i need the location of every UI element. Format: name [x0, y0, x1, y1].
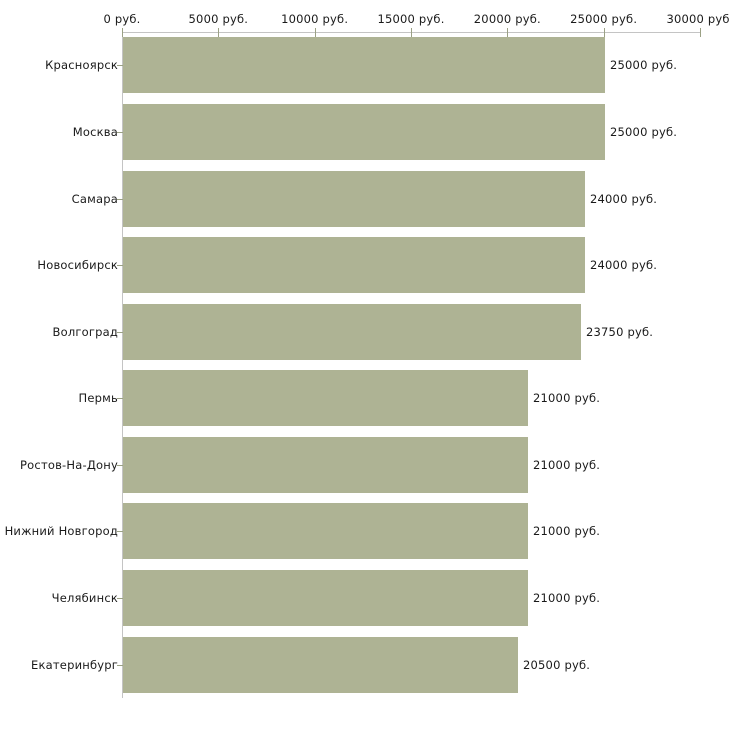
bar[interactable] [123, 237, 585, 293]
bar[interactable] [123, 37, 605, 93]
x-tick [218, 28, 220, 37]
y-tick [117, 465, 123, 466]
x-tick [603, 28, 605, 37]
bar[interactable] [123, 370, 528, 426]
bar[interactable] [123, 503, 528, 559]
category-label: Ростов-На-Дону [20, 458, 118, 472]
x-tick [507, 28, 509, 37]
category-label: Нижний Новгород [4, 524, 118, 538]
bar[interactable] [123, 637, 518, 693]
bar[interactable] [123, 104, 605, 160]
bar-value-label: 24000 руб. [590, 192, 658, 206]
x-tick-label: 30000 руб. [666, 12, 730, 26]
x-tick [122, 28, 123, 37]
x-tick-label: 10000 руб. [281, 12, 349, 26]
bar[interactable] [123, 171, 585, 227]
category-label: Красноярск [45, 58, 118, 72]
category-label: Пермь [78, 391, 118, 405]
bar-value-label: 25000 руб. [610, 125, 678, 139]
x-tick-label: 25000 руб. [570, 12, 638, 26]
x-tick-label: 20000 руб. [473, 12, 541, 26]
bar-value-label: 21000 руб. [533, 458, 601, 472]
y-tick [117, 398, 123, 399]
bar[interactable] [123, 304, 581, 360]
x-tick [700, 28, 701, 37]
bar[interactable] [123, 570, 528, 626]
bar[interactable] [123, 437, 528, 493]
bar-value-label: 21000 руб. [533, 591, 601, 605]
y-tick [117, 65, 123, 66]
bar-value-label: 23750 руб. [586, 325, 654, 339]
category-label: Волгоград [52, 325, 118, 339]
y-axis-line [122, 32, 123, 698]
x-tick [314, 28, 316, 37]
category-label: Челябинск [51, 591, 118, 605]
bar-value-label: 25000 руб. [610, 58, 678, 72]
category-label: Москва [72, 125, 118, 139]
y-tick [117, 332, 123, 333]
bar-value-label: 21000 руб. [533, 524, 601, 538]
y-tick [117, 665, 123, 666]
y-tick [117, 265, 123, 266]
x-tick-label: 15000 руб. [377, 12, 445, 26]
bar-value-label: 21000 руб. [533, 391, 601, 405]
category-label: Самара [71, 192, 118, 206]
x-tick-label: 5000 руб. [188, 12, 249, 26]
y-tick [117, 199, 123, 200]
y-tick [117, 598, 123, 599]
y-tick [117, 132, 123, 133]
category-label: Екатеринбург [31, 658, 118, 672]
category-label: Новосибирск [37, 258, 118, 272]
x-tick [411, 28, 412, 37]
bar-value-label: 24000 руб. [590, 258, 658, 272]
bar-value-label: 20500 руб. [523, 658, 591, 672]
y-tick [117, 531, 123, 532]
x-tick-label: 0 руб. [103, 12, 141, 26]
